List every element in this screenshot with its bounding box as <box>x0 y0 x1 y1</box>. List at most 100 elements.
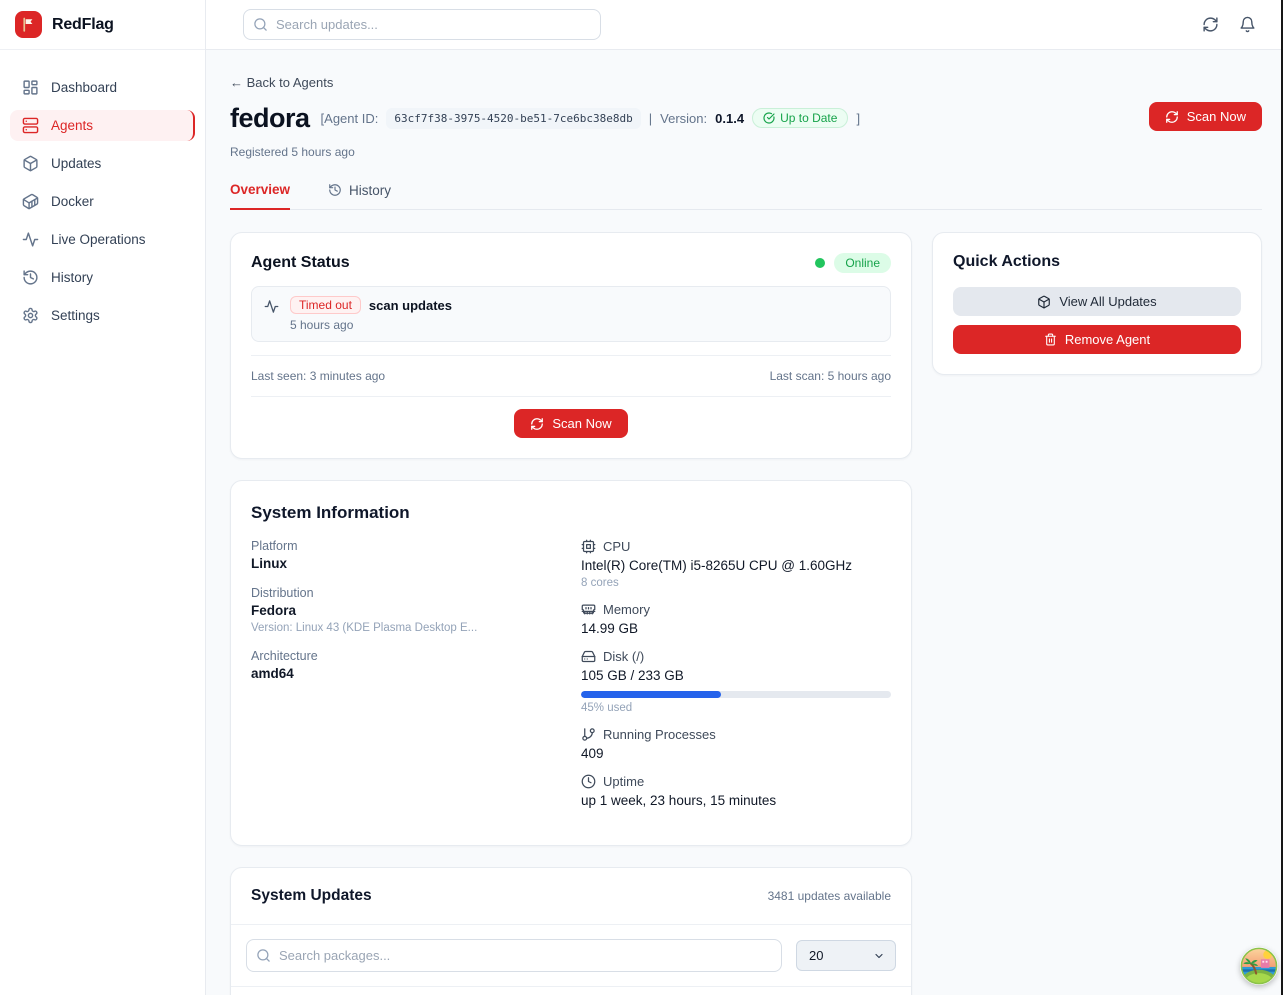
platform-value: Linux <box>251 556 287 571</box>
page-content: ← Back to Agents fedora [Agent ID: 63cf7… <box>206 50 1282 995</box>
platform-label: Platform <box>251 539 298 553</box>
remove-agent-button[interactable]: Remove Agent <box>953 325 1241 354</box>
version-value: 0.1.4 <box>715 110 745 126</box>
dashboard-icon <box>22 79 39 96</box>
flag-icon <box>23 17 33 32</box>
search-icon <box>256 948 271 963</box>
scan-now-card-button[interactable]: Scan Now <box>514 409 628 438</box>
scan-now-button[interactable]: Scan Now <box>1148 102 1262 131</box>
island-floating-button[interactable] <box>1240 947 1278 985</box>
refresh-button[interactable] <box>1202 16 1219 33</box>
trash-icon <box>1044 333 1056 346</box>
tab-overview[interactable]: Overview <box>230 182 291 210</box>
scan-refresh-icon <box>531 417 544 430</box>
agent-meta: [Agent ID: 63cf7f38-3975-4520-be51-7ce6b… <box>320 107 861 129</box>
quick-actions-title: Quick Actions <box>953 253 1060 270</box>
sidebar-nav: Dashboard Agents Updates Docker <box>0 50 205 353</box>
tab-history[interactable]: History <box>328 182 391 209</box>
clock-icon <box>581 774 596 789</box>
sidebar: RedFlag Dashboard Agents Updates <box>0 0 206 995</box>
search-input[interactable] <box>243 9 601 40</box>
page-size-select[interactable]: 20 <box>796 940 896 971</box>
processes-label: Running Processes <box>603 727 716 742</box>
online-badge: Online <box>834 253 891 273</box>
settings-icon <box>22 307 39 324</box>
last-event-box: Timed out scan updates 5 hours ago <box>251 286 891 342</box>
sidebar-item-label: History <box>51 270 94 285</box>
agent-tabs: Overview History <box>230 182 1262 210</box>
brand-name: RedFlag <box>52 15 114 33</box>
sidebar-item-label: Updates <box>51 156 102 171</box>
topbar <box>206 0 1282 50</box>
sidebar-item-dashboard[interactable]: Dashboard <box>10 72 195 103</box>
agent-status-title: Agent Status <box>251 254 350 271</box>
package-search-input[interactable] <box>246 939 782 972</box>
chevron-down-icon <box>875 953 883 958</box>
up-to-date-badge: Up to Date <box>752 108 849 128</box>
processes-value: 409 <box>581 746 604 761</box>
disk-label: Disk (/) <box>603 649 645 664</box>
cpu-value: Intel(R) Core(TM) i5-8265U CPU @ 1.60GHz <box>581 558 853 573</box>
package-icon <box>1038 295 1051 308</box>
distribution-version: Version: Linux 43 (KDE Plasma Desktop E.… <box>251 622 478 634</box>
quick-actions-card: Quick Actions View All Updates Remove Ag… <box>932 232 1262 375</box>
page-head: fedora [Agent ID: 63cf7f38-3975-4520-be5… <box>230 102 1262 159</box>
timed-out-badge: Timed out <box>290 296 361 314</box>
sidebar-item-docker[interactable]: Docker <box>10 186 195 217</box>
scrollbar[interactable] <box>1281 0 1283 995</box>
notifications-button[interactable] <box>1239 16 1256 33</box>
sidebar-item-label: Live Operations <box>51 232 146 247</box>
memory-value: 14.99 GB <box>581 621 639 636</box>
sidebar-item-live-operations[interactable]: Live Operations <box>10 224 195 255</box>
sidebar-item-settings[interactable]: Settings <box>10 300 195 331</box>
disk-value: 105 GB / 233 GB <box>581 668 684 683</box>
disk-used-text: 45% used <box>581 702 633 714</box>
main-area: ← Back to Agents fedora [Agent ID: 63cf7… <box>206 0 1282 995</box>
island-icon <box>1240 947 1278 985</box>
agent-id-label: [Agent ID: <box>320 110 379 126</box>
disk-icon <box>581 649 596 664</box>
history-tab-icon <box>328 183 342 197</box>
disk-progress-fill <box>581 691 721 698</box>
last-scan-text: Last scan: 5 hours ago <box>769 369 891 383</box>
memory-label: Memory <box>603 602 650 617</box>
event-action-text: scan updates <box>368 297 453 313</box>
brand-home-link[interactable]: RedFlag <box>0 0 205 50</box>
sidebar-item-agents[interactable]: Agents <box>10 110 195 141</box>
activity-icon <box>264 299 279 332</box>
agent-id-value: 63cf7f38-3975-4520-be51-7ce6bc38e8db <box>386 107 641 129</box>
system-updates-card: System Updates 3481 updates available <box>230 867 912 995</box>
cpu-label: CPU <box>603 539 631 554</box>
sidebar-item-updates[interactable]: Updates <box>10 148 195 179</box>
online-status-dot <box>815 258 826 268</box>
meta-bracket-close: ] <box>856 110 861 126</box>
uptime-value: up 1 week, 23 hours, 15 minutes <box>581 793 777 808</box>
cpu-icon <box>581 539 596 554</box>
docker-icon <box>22 193 39 210</box>
sidebar-item-label: Dashboard <box>51 80 118 95</box>
view-all-updates-button[interactable]: View All Updates <box>953 287 1241 316</box>
memory-icon <box>581 602 596 617</box>
event-time: 5 hours ago <box>290 318 354 332</box>
sidebar-item-history[interactable]: History <box>10 262 195 293</box>
check-circle-icon <box>763 112 775 124</box>
disk-progress-track <box>581 691 891 698</box>
system-information-card: System Information Platform Linux Distri… <box>230 480 912 846</box>
cpu-cores: 8 cores <box>581 577 619 589</box>
meta-divider: | <box>648 110 653 126</box>
sidebar-item-label: Settings <box>51 308 100 323</box>
package-search <box>246 939 782 972</box>
redflag-logo <box>15 11 42 38</box>
live-operations-icon <box>22 231 39 248</box>
sidebar-item-label: Docker <box>51 194 94 209</box>
sidebar-item-label: Agents <box>51 118 94 133</box>
agents-icon <box>22 117 39 134</box>
back-to-agents-link[interactable]: ← Back to Agents <box>230 75 334 90</box>
architecture-label: Architecture <box>251 649 318 663</box>
agent-status-card: Agent Status Online <box>230 232 912 459</box>
system-updates-title: System Updates <box>251 887 372 904</box>
system-information-title: System Information <box>251 503 410 522</box>
updates-available-count: 3481 updates available <box>767 889 891 903</box>
git-branch-icon <box>581 727 596 742</box>
